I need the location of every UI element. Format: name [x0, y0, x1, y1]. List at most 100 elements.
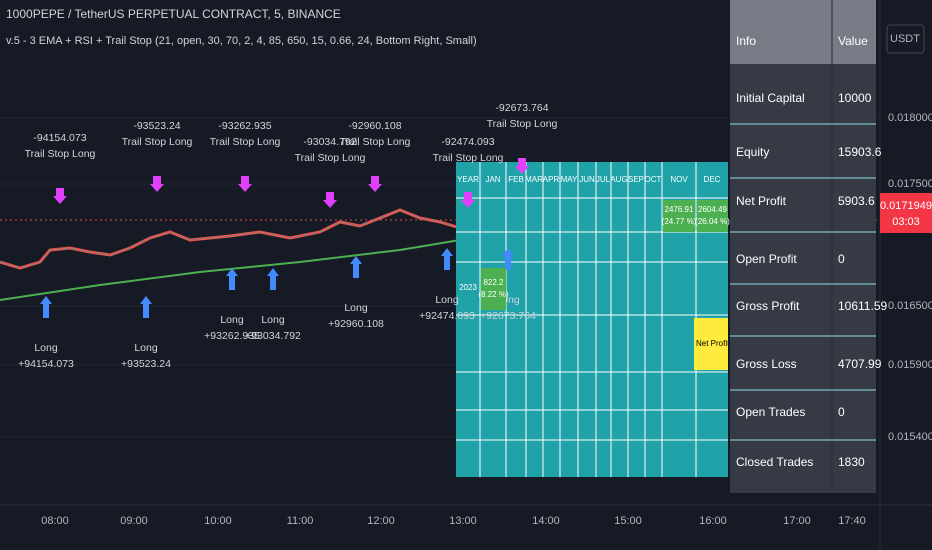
info-value: 5903.6 [838, 194, 875, 208]
cell-percent: (26.04 %) [695, 217, 730, 226]
trail-stop-arrow [515, 158, 529, 174]
long-arrow [226, 268, 238, 290]
info-header: Value [838, 34, 868, 48]
info-value: 10000 [838, 91, 872, 105]
cell-value: 2476.91 [665, 205, 694, 214]
long-value: +94154.073 [18, 358, 74, 370]
info-value: 10611.59 [838, 299, 887, 313]
currency-button[interactable] [886, 24, 925, 54]
trail-stop-label: Trail Stop Long [122, 136, 193, 148]
long-value: +93262.935 [204, 330, 260, 342]
long-arrow [441, 248, 453, 270]
info-value: 0 [838, 405, 845, 419]
long-value: +92960.108 [328, 318, 384, 330]
time-label: 15:00 [614, 515, 642, 527]
info-table [730, 0, 876, 493]
month-header: AUG [610, 175, 627, 184]
info-label: Open Profit [736, 252, 797, 266]
info-header [730, 0, 876, 64]
trail-stop-value: -93523.24 [133, 120, 180, 132]
trail-stop-arrow [323, 192, 337, 208]
long-value: +93523.24 [121, 358, 171, 370]
net-profit-cell [694, 318, 728, 370]
info-value: 1830 [838, 455, 865, 469]
month-header: NOV [670, 175, 688, 184]
trail-stop-value: -92474.093 [441, 136, 494, 148]
trail-stop-label: Trail Stop Long [25, 148, 96, 160]
month-header: JAN [485, 175, 500, 184]
month-header: OCT [645, 175, 662, 184]
time-label: 13:00 [449, 515, 477, 527]
long-value: +92474.093 [419, 310, 475, 322]
time-label: 17:40 [838, 515, 866, 527]
trail-stop-label: Trail Stop Long [210, 136, 281, 148]
last-price-box [880, 193, 932, 233]
month-header: APR [543, 175, 560, 184]
time-label: 09:00 [120, 515, 148, 527]
trail-stop-arrow [461, 192, 475, 208]
info-label: Initial Capital [736, 91, 805, 105]
info-label: Closed Trades [736, 455, 813, 469]
cell-percent: (8.22 %) [478, 290, 509, 299]
time-label: 12:00 [367, 515, 395, 527]
symbol-title: 1000PEPE / TetherUS PERPETUAL CONTRACT, … [6, 7, 341, 21]
long-value: +93034.792 [245, 330, 301, 342]
trail-stop-value: -92673.764 [495, 102, 548, 114]
month-header: JUN [579, 175, 595, 184]
time-label: 08:00 [41, 515, 69, 527]
info-label: Gross Loss [736, 357, 797, 371]
info-header: Info [736, 34, 756, 48]
trail-stop-arrow [150, 176, 164, 192]
month-cell [663, 200, 695, 232]
trail-stop-value: -94154.073 [33, 132, 86, 144]
trail-stop-value: -93262.935 [218, 120, 271, 132]
long-arrow [267, 268, 279, 290]
currency[interactable]: USDT [890, 33, 920, 45]
long-label: Long [220, 314, 244, 326]
info-label: Gross Profit [736, 299, 800, 313]
month-header: DEC [704, 175, 721, 184]
month-header: FEB [508, 175, 524, 184]
indicator-title: v.5 - 3 EMA + RSI + Trail Stop (21, open… [6, 35, 477, 47]
cell-value: 822.2 [483, 278, 504, 287]
month-header: SEP [628, 175, 644, 184]
trail-stop-arrow [53, 188, 67, 204]
month-header: MAR [525, 175, 543, 184]
info-value: 0 [838, 252, 845, 266]
long-arrow [140, 296, 152, 318]
month-header: MAY [561, 175, 578, 184]
long-arrow [502, 248, 514, 270]
trail-stop-label: Trail Stop Long [433, 152, 504, 164]
month-cell [697, 200, 728, 232]
info-label: Open Trades [736, 405, 805, 419]
info-label: Equity [736, 145, 769, 159]
cell-value: 2604.49 [698, 205, 727, 214]
info-value: 15903.6 [838, 145, 882, 159]
info-label: Net Profit [736, 194, 787, 208]
trail-stop-value: -93034.792 [303, 136, 356, 148]
month-header: YEAR [457, 175, 479, 184]
time-label: 17:00 [783, 515, 811, 527]
info-value: 4707.99 [838, 357, 882, 371]
trail-stop-arrow [368, 176, 382, 192]
long-label: Long [435, 294, 459, 306]
month-header: JUL [596, 175, 611, 184]
long-label: Long [134, 342, 158, 354]
long-value: +92673.764 [480, 310, 536, 322]
long-arrow [350, 256, 362, 278]
trail-stop-label: Trail Stop Long [295, 152, 366, 164]
countdown: 03:03 [892, 216, 920, 228]
trail-stop-label: Trail Stop Long [487, 118, 558, 130]
trail-stop-arrow [238, 176, 252, 192]
trail-stop-label: Trail Stop Long [340, 136, 411, 148]
long-label: Long [344, 302, 368, 314]
month-cell [481, 268, 506, 310]
net-profit-label: Net Profit = [696, 339, 737, 348]
long-label: Long [261, 314, 285, 326]
